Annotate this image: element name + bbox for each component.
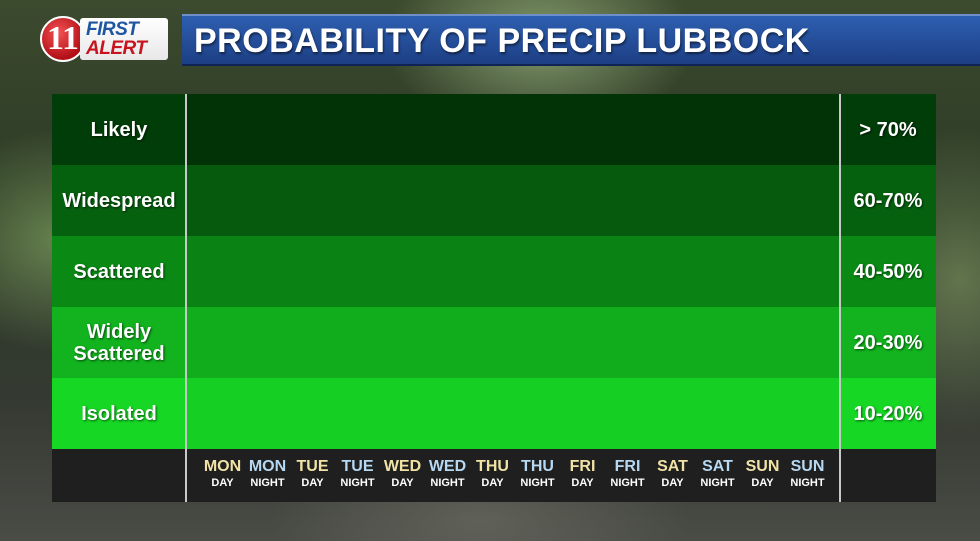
right-divider (839, 94, 841, 502)
period-day-name: SAT (657, 458, 688, 475)
period-time-of-day: DAY (661, 477, 684, 489)
category-range-isolated: 10-20% (840, 378, 936, 449)
period-label: MON DAY (200, 458, 245, 498)
day-period-labels: MON DAY MON NIGHT TUE DAY TUE NIGHT WED DAY WED NIG… (200, 458, 830, 498)
forecast-row-widely-scattered (186, 307, 840, 378)
period-label: WED NIGHT (425, 458, 470, 498)
period-label: SUN NIGHT (785, 458, 830, 498)
period-label: SAT NIGHT (695, 458, 740, 498)
category-label-widely-scattered: Widely Scattered (52, 307, 186, 378)
period-time-of-day: DAY (571, 477, 594, 489)
period-time-of-day: NIGHT (610, 477, 645, 489)
forecast-row-widespread (186, 165, 840, 236)
category-label-scattered: Scattered (52, 236, 186, 307)
logo-alert-text: ALERT (86, 38, 147, 59)
period-time-of-day: DAY (211, 477, 234, 489)
period-day-name: WED (383, 458, 422, 475)
period-label: SUN DAY (740, 458, 785, 498)
period-day-name: MON (203, 458, 242, 475)
period-time-of-day: DAY (751, 477, 774, 489)
logo-badge (80, 18, 168, 60)
category-range-scattered: 40-50% (840, 236, 936, 307)
period-day-name: TUE (341, 458, 374, 475)
left-divider (185, 94, 187, 502)
category-range-likely: > 70% (840, 94, 936, 165)
category-range-widespread: 60-70% (840, 165, 936, 236)
period-day-name: MON (248, 458, 287, 475)
period-label: MON NIGHT (245, 458, 290, 498)
period-day-name: SUN (790, 458, 825, 475)
period-time-of-day: NIGHT (700, 477, 735, 489)
logo-first-text: FIRST (86, 19, 139, 40)
station-logo: 11 FIRST ALERT (40, 14, 168, 64)
period-day-name: THU (476, 458, 509, 475)
period-time-of-day: NIGHT (340, 477, 375, 489)
category-label-widespread: Widespread (52, 165, 186, 236)
period-time-of-day: DAY (391, 477, 414, 489)
period-label: SAT DAY (650, 458, 695, 498)
period-day-name: SUN (745, 458, 780, 475)
period-time-of-day: NIGHT (430, 477, 465, 489)
page-title: PROBABILITY OF PRECIP LUBBOCK (194, 22, 810, 60)
forecast-row-likely (186, 94, 840, 165)
period-day-name: SAT (702, 458, 733, 475)
category-range-widely-scattered: 20-30% (840, 307, 936, 378)
period-day-name: FRI (569, 458, 596, 475)
period-day-name: FRI (614, 458, 641, 475)
period-label: FRI NIGHT (605, 458, 650, 498)
period-time-of-day: DAY (301, 477, 324, 489)
period-label: FRI DAY (560, 458, 605, 498)
period-time-of-day: NIGHT (250, 477, 285, 489)
period-label: THU NIGHT (515, 458, 560, 498)
day-axis: MON DAY MON NIGHT TUE DAY TUE NIGHT WED DAY WED NIG… (52, 449, 936, 502)
forecast-row-scattered (186, 236, 840, 307)
category-label-likely: Likely (52, 94, 186, 165)
period-time-of-day: NIGHT (790, 477, 825, 489)
period-time-of-day: NIGHT (520, 477, 555, 489)
period-label: TUE DAY (290, 458, 335, 498)
period-label: WED DAY (380, 458, 425, 498)
title-bar: PROBABILITY OF PRECIP LUBBOCK (182, 14, 980, 66)
period-day-name: THU (521, 458, 554, 475)
logo-numeral: 11 (40, 16, 86, 62)
period-day-name: TUE (296, 458, 329, 475)
precip-probability-chart: Likely > 70% Widespread 60-70% Scattered… (52, 94, 936, 502)
period-label: THU DAY (470, 458, 515, 498)
period-time-of-day: DAY (481, 477, 504, 489)
period-label: TUE NIGHT (335, 458, 380, 498)
forecast-row-isolated (186, 378, 840, 449)
category-label-isolated: Isolated (52, 378, 186, 449)
period-day-name: WED (428, 458, 467, 475)
